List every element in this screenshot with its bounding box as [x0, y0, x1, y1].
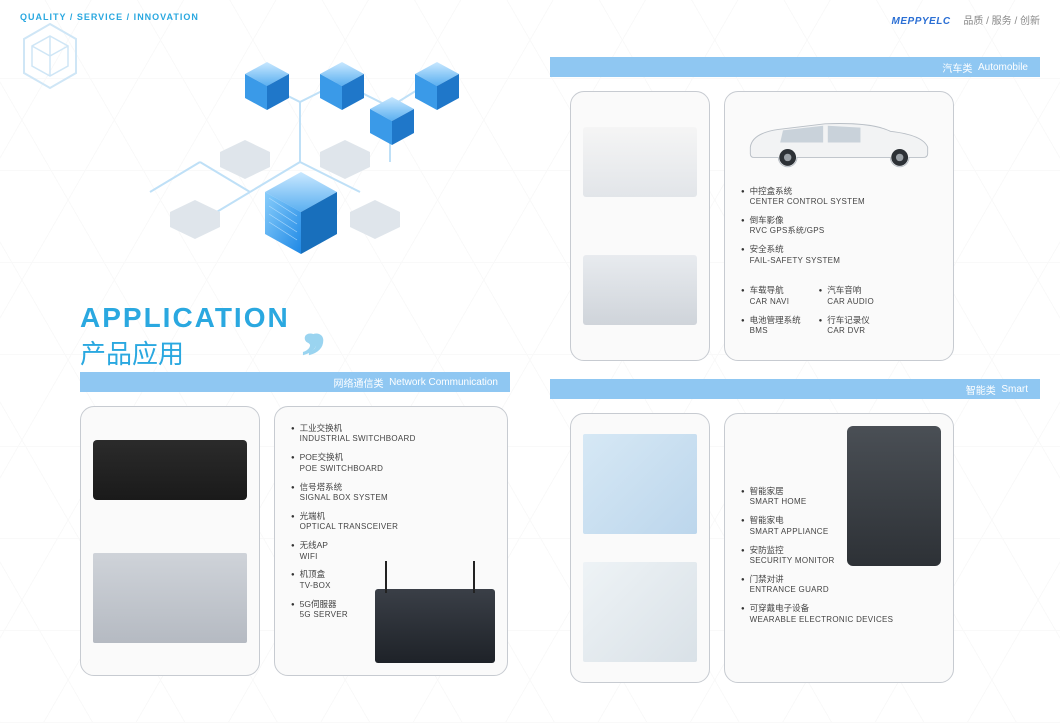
- access-panel-image: [847, 426, 941, 566]
- smart-bullets: 智能家居SMART HOME 智能家电SMART APPLIANCE 安防监控S…: [741, 486, 861, 632]
- header-right: MEPPYELC 品质 / 服务 / 创新: [550, 12, 1040, 27]
- section-bar-smart: 智能类 Smart: [550, 379, 1040, 399]
- smart-image-card: [570, 413, 710, 683]
- header-right-tagline: 品质 / 服务 / 创新: [963, 16, 1040, 27]
- server-image: [93, 553, 247, 643]
- section-bar-automobile: 汽车类 Automobile: [550, 57, 1040, 77]
- cubes-network-svg: [20, 22, 520, 302]
- car-interior-image: [583, 127, 697, 197]
- left-page: QUALITY / SERVICE / INNOVATION: [0, 0, 530, 723]
- hero-title-cn: 产品应用: [80, 334, 184, 371]
- auto-list-card: 中控盒系统CENTER CONTROL SYSTEM 倒车影像RVC GPS系统…: [724, 91, 954, 361]
- car-dash-image: [583, 255, 697, 325]
- header-left-tagline: QUALITY / SERVICE / INNOVATION: [20, 12, 510, 22]
- right-page: MEPPYELC 品质 / 服务 / 创新 汽车类 Automobile: [530, 0, 1060, 723]
- hex-icon: [20, 22, 80, 90]
- brand-logo: MEPPYELC: [892, 16, 951, 27]
- smart-list-card: 智能家居SMART HOME 智能家电SMART APPLIANCE 安防监控S…: [724, 413, 954, 683]
- auto-bullets: 中控盒系统CENTER CONTROL SYSTEM 倒车影像RVC GPS系统…: [741, 186, 937, 274]
- list-item-label: 工业交换机: [300, 423, 416, 434]
- router-image: [375, 589, 495, 663]
- hero-title-en: APPLICATION: [80, 302, 290, 334]
- hero-graphic: ,, APPLICATION 产品应用: [20, 22, 510, 362]
- network-image-card: [80, 406, 260, 676]
- smart-room-image: [583, 434, 697, 534]
- suv-image: [741, 102, 937, 174]
- section-bar-network: 网络通信类 Network Communication: [80, 372, 510, 392]
- quote-marks: ,,: [302, 284, 314, 356]
- section-label-cn: 网络通信类: [334, 375, 384, 390]
- network-list-card: 工业交换机INDUSTRIAL SWITCHBOARD POE交换机POE SW…: [274, 406, 508, 676]
- section-label-en: Network Communication: [389, 377, 498, 388]
- switch-image: [93, 440, 247, 500]
- smart-kitchen-image: [583, 562, 697, 662]
- auto-image-card: [570, 91, 710, 361]
